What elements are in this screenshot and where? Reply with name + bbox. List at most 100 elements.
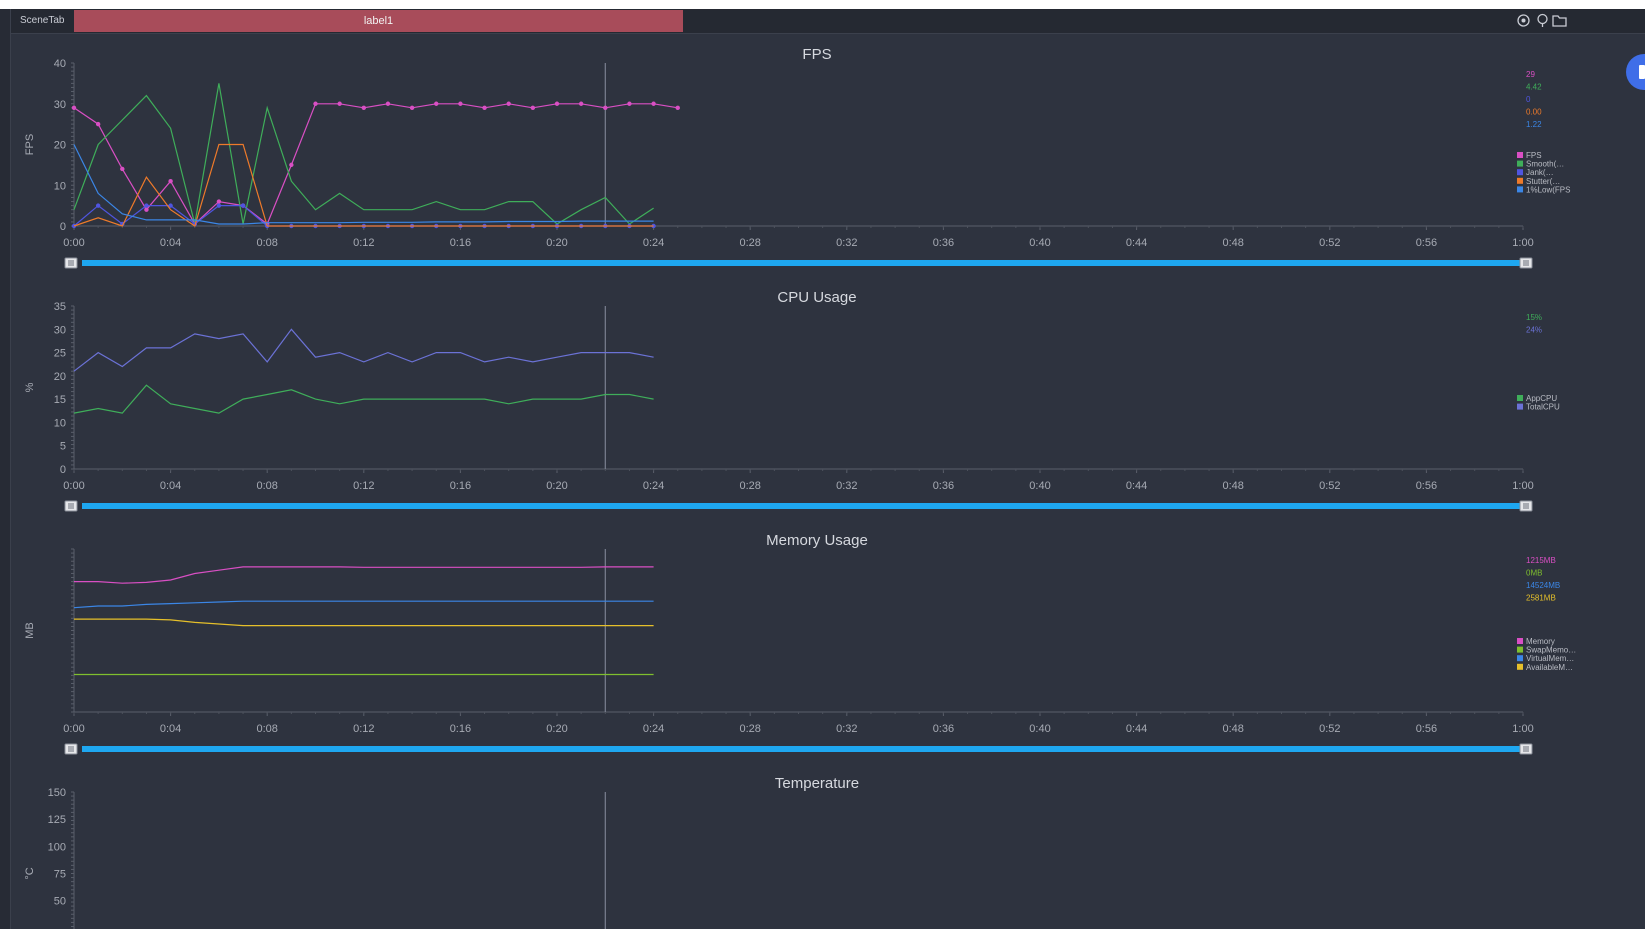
x-tick-label: 0:20 [546,480,567,492]
y-tick-label: 50 [54,896,66,908]
range-slider-start-handle[interactable] [64,257,78,269]
y-tick-label: 30 [54,99,66,111]
x-tick-label: 0:48 [1222,723,1243,735]
y-tick-label: 10 [54,180,66,192]
series-line-availablem- [74,618,654,627]
chart-cpu: CPU Usage% 0 5 10 15 20 25 30 35 0:00 0:04 0:08 0:12… [24,289,1560,512]
series-line-totalcpu [73,328,654,372]
current-value: 24% [1526,326,1542,335]
chart-title: FPS [802,46,831,63]
data-point [458,101,463,106]
legend-entry: Jank(… [1526,168,1554,177]
series-line-jank- [73,204,654,227]
series-line-fps [73,103,678,225]
data-point [168,178,173,184]
x-tick-label: 0:16 [450,237,471,249]
perfdog-app: SceneTab label1 FPS FPS 0 10 20 30 40 0:00 0:04 0… [0,9,1645,929]
data-point [530,105,536,111]
tab-label1[interactable]: label1 [74,10,683,32]
x-tick-label: 0:24 [643,723,664,735]
x-tick-label: 0:32 [836,723,857,735]
chart-title: CPU Usage [777,289,856,306]
data-point [216,199,222,204]
series-line-smooth- [73,83,654,225]
legend-swatch [1517,663,1523,670]
legend-entry: Stutter(… [1526,177,1560,186]
x-tick-label: 0:52 [1319,480,1340,492]
scene-tab[interactable]: SceneTab [20,15,65,26]
current-value: 0 [1526,95,1531,104]
data-point [651,101,656,106]
y-tick-label: 30 [54,324,66,336]
y-axis-label: MB [24,622,36,639]
data-point [482,105,487,111]
charts-area: FPS FPS 0 10 20 30 40 0:00 0:04 0:08 0:12 0:16 0:20 0… [24,46,1576,929]
y-tick-label: 25 [54,348,66,360]
data-point [289,162,294,168]
x-tick-label: 0:08 [256,480,277,492]
y-tick-label: 15 [54,394,66,406]
fab-icon [1639,65,1645,79]
y-tick-label: 10 [54,417,66,429]
x-tick-label: 0:44 [1126,723,1147,735]
series-line-appcpu [73,384,654,414]
floating-action-button[interactable] [1626,54,1645,90]
data-point [361,105,366,111]
current-value: 1215MB [1526,556,1556,565]
legend-entry: AppCPU [1526,394,1557,403]
range-slider-end-handle[interactable] [1519,500,1533,512]
x-tick-label: 0:28 [739,723,760,735]
legend-swatch [1517,152,1523,158]
data-point [434,101,439,106]
x-tick-label: 0:56 [1416,237,1437,249]
range-slider-end-handle[interactable] [1519,257,1533,269]
left-sidebar-edge [0,9,11,929]
x-tick-label: 0:32 [836,237,857,249]
legend-swatch [1517,169,1523,176]
y-tick-label: 40 [54,58,66,70]
x-tick-label: 0:48 [1222,237,1243,249]
range-slider-end-handle[interactable] [1519,743,1533,755]
lightbulb-icon[interactable] [1535,13,1550,28]
data-point [144,203,149,208]
x-tick-label: 0:24 [643,480,664,492]
range-slider-start-handle[interactable] [64,500,78,512]
y-tick-label: 150 [48,787,66,799]
x-tick-label: 0:48 [1222,480,1243,492]
legend-swatch [1517,186,1523,193]
data-point [385,101,391,106]
x-tick-label: 0:00 [63,723,84,735]
chart-fps: FPS FPS 0 10 20 30 40 0:00 0:04 0:08 0:12 0:16 0:20 0… [24,46,1570,269]
y-tick-label: 20 [54,140,66,152]
legend-entry: TotalCPU [1526,403,1560,412]
data-point [168,203,173,208]
x-tick-label: 0:08 [256,723,277,735]
legend-entry: AvailableM… [1526,663,1573,672]
y-tick-label: 100 [48,841,66,853]
range-slider-track [82,746,1523,752]
legend-entry: VirtualMem… [1526,654,1574,663]
y-axis-label: % [24,382,36,392]
location-pin-icon[interactable] [1516,13,1531,28]
y-tick-label: 125 [48,814,66,826]
legend-entry: Smooth(… [1526,160,1564,169]
x-tick-label: 0:28 [739,480,760,492]
x-tick-label: 0:28 [739,237,760,249]
x-tick-label: 0:44 [1126,480,1147,492]
x-tick-label: 0:04 [160,723,181,735]
folder-icon[interactable] [1552,13,1567,28]
x-tick-label: 0:52 [1319,723,1340,735]
x-tick-label: 0:08 [256,237,277,249]
data-point [409,105,415,111]
data-point [240,203,246,208]
y-tick-label: 35 [54,301,66,313]
x-tick-label: 1:00 [1512,723,1533,735]
current-value: 0.00 [1526,108,1542,117]
legend-entry: 1%Low(FPS [1526,185,1570,194]
range-slider-start-handle[interactable] [64,743,78,755]
data-point [95,203,101,208]
x-tick-label: 0:00 [63,480,84,492]
current-value: 1.22 [1526,120,1542,129]
current-value: 15% [1526,313,1542,322]
x-tick-label: 0:40 [1029,723,1050,735]
